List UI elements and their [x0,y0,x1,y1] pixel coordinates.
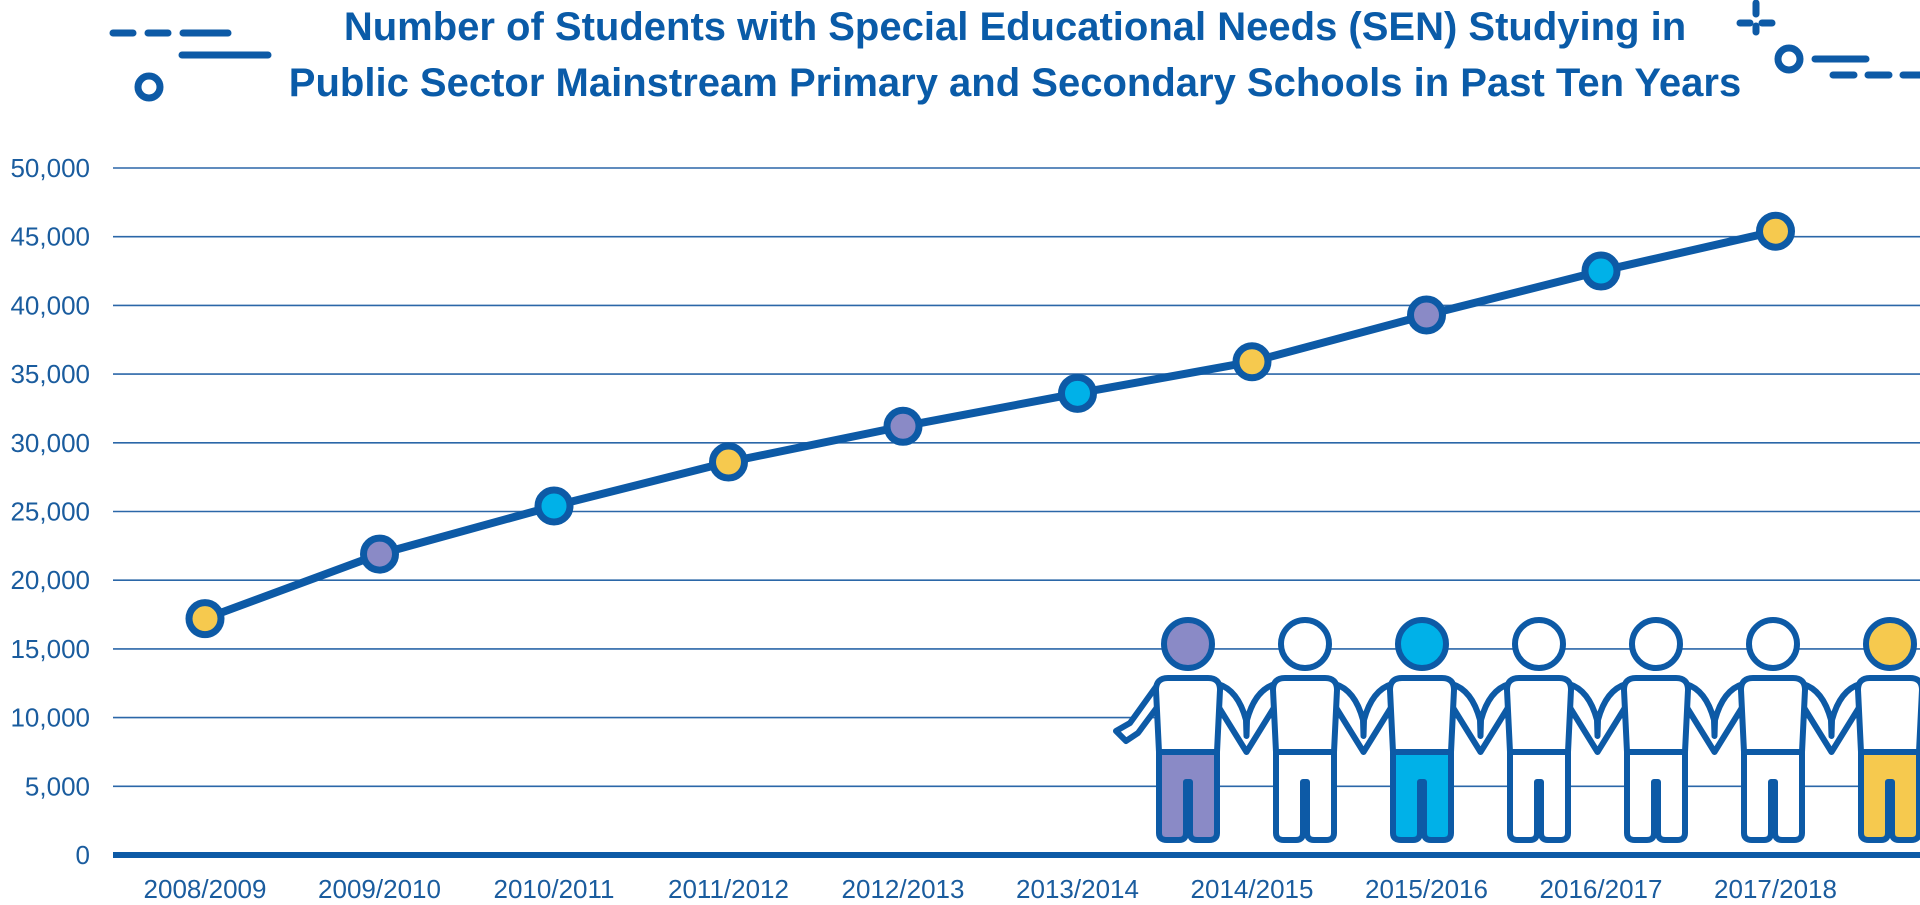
decorative-dashes [109,0,1920,102]
person-figure [1270,617,1395,843]
y-tick-label: 50,000 [10,153,90,183]
person-figure [1738,617,1863,843]
x-tick-label: 2014/2015 [1191,874,1314,904]
data-point [709,442,748,482]
x-tick-label: 2008/2009 [144,874,267,904]
x-tick-label: 2009/2010 [318,874,441,904]
data-point [1581,251,1621,291]
person-figure [1113,617,1278,843]
x-tick-label: 2010/2011 [494,874,615,904]
chart-title-line-2: Public Sector Mainstream Primary and Sec… [289,61,1741,105]
y-tick-label: 0 [76,840,90,870]
holding-hands-figures [1113,617,1920,843]
y-tick-label: 15,000 [10,634,90,664]
data-point [1407,295,1446,335]
y-tick-label: 35,000 [10,359,90,389]
data-points [185,211,1795,639]
data-point [185,599,225,639]
y-tick-label: 20,000 [10,565,90,595]
x-tick-label: 2013/2014 [1016,874,1139,904]
data-point [534,486,574,526]
person-figure [1621,617,1746,843]
person-figure [1855,617,1920,843]
y-axis-tick-labels: 0 5,000 10,000 15,000 20,000 25,000 30,000 35,0… [10,153,90,870]
y-tick-label: 30,000 [10,428,90,458]
x-tick-label: 2012/2013 [842,874,965,904]
y-tick-label: 10,000 [10,703,90,733]
x-tick-label: 2011/2012 [668,874,789,904]
data-point [1232,342,1272,382]
data-point [883,406,923,446]
data-point [1058,373,1097,413]
data-point [360,534,399,574]
y-tick-label: 40,000 [10,290,90,320]
chart-title-line-1: Number of Students with Special Educatio… [344,5,1686,49]
y-tick-label: 5,000 [25,771,90,801]
decor-mark [1774,44,1804,74]
decor-mark [134,72,164,102]
y-tick-label: 25,000 [10,497,90,527]
series-line-group [201,227,1780,623]
person-figure [1504,617,1629,843]
x-axis-tick-labels: 2008/2009 2009/2010 2010/2011 2011/2012 2012… [144,874,1837,904]
y-tick-label: 45,000 [10,222,90,252]
data-point [1756,211,1795,251]
x-tick-label: 2015/2016 [1365,874,1488,904]
person-figure [1387,617,1512,843]
x-tick-label: 2017/2018 [1714,874,1837,904]
x-tick-label: 2016/2017 [1540,874,1663,904]
series-line [201,227,1780,623]
